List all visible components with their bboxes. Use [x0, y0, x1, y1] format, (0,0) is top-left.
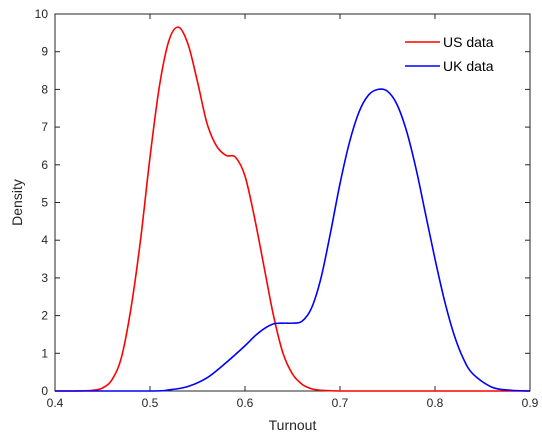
y-tick-label: 9 — [41, 45, 48, 59]
legend-label: US data — [443, 34, 494, 50]
y-tick-label: 7 — [41, 120, 48, 134]
x-tick-label: 0.7 — [332, 396, 349, 410]
y-tick-label: 10 — [35, 7, 49, 21]
y-tick-label: 6 — [41, 158, 48, 172]
y-tick-label: 1 — [41, 346, 48, 360]
y-tick-label: 4 — [41, 233, 48, 247]
y-tick-label: 0 — [41, 384, 48, 398]
y-tick-label: 8 — [41, 82, 48, 96]
plot-area-frame — [54, 13, 531, 392]
legend-label: UK data — [443, 58, 494, 74]
x-tick-label: 0.6 — [237, 396, 254, 410]
x-axis-label: Turnout — [269, 417, 317, 433]
x-tick-label: 0.4 — [47, 396, 64, 410]
y-tick-label: 3 — [41, 271, 48, 285]
x-tick-label: 0.9 — [522, 396, 539, 410]
y-axis-label: Density — [9, 179, 25, 226]
y-tick-label: 5 — [41, 196, 48, 210]
y-tick-label: 2 — [41, 309, 48, 323]
x-tick-label: 0.8 — [427, 396, 444, 410]
series-line-us-data — [55, 26, 530, 392]
x-tick-label: 0.5 — [142, 396, 159, 410]
series-line-uk-data — [55, 88, 531, 392]
